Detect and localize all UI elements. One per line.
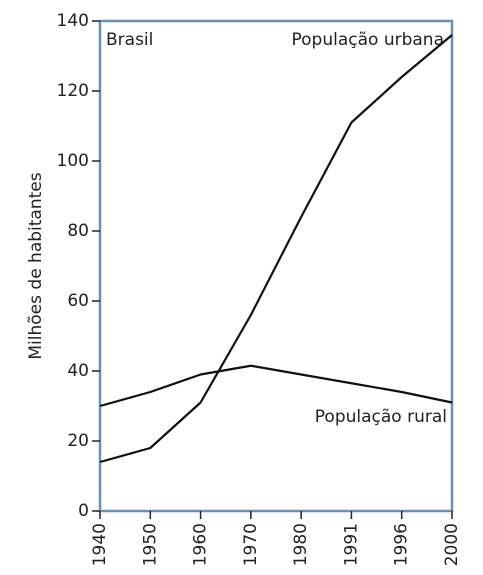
x-tick-label: 2000 — [442, 523, 462, 566]
y-tick-label: 140 — [57, 11, 89, 31]
x-tick-label: 1991 — [341, 523, 361, 566]
y-tick-label: 80 — [67, 221, 89, 241]
x-tick-label: 1940 — [90, 523, 110, 566]
y-tick-label: 0 — [78, 501, 89, 521]
x-tick-label: 1950 — [140, 523, 160, 566]
x-tick-label: 1996 — [392, 523, 412, 566]
y-tick-label: 40 — [67, 361, 89, 381]
chart-title: Brasil — [106, 30, 153, 50]
x-tick-label: 1960 — [191, 523, 211, 566]
series-line — [99, 364, 453, 408]
y-tick-label: 120 — [57, 81, 89, 101]
y-axis-label: Milhões de habitantes — [26, 172, 46, 359]
series-label: População rural — [315, 407, 447, 427]
plot-frame — [98, 19, 454, 513]
x-tick-label: 1970 — [241, 523, 261, 566]
y-tick-label: 20 — [67, 431, 89, 451]
series-label: População urbana — [292, 30, 445, 50]
y-tick-label: 100 — [57, 151, 89, 171]
x-tick-label: 1980 — [291, 523, 311, 566]
y-tick-label: 60 — [67, 291, 89, 311]
series-line — [99, 34, 453, 464]
